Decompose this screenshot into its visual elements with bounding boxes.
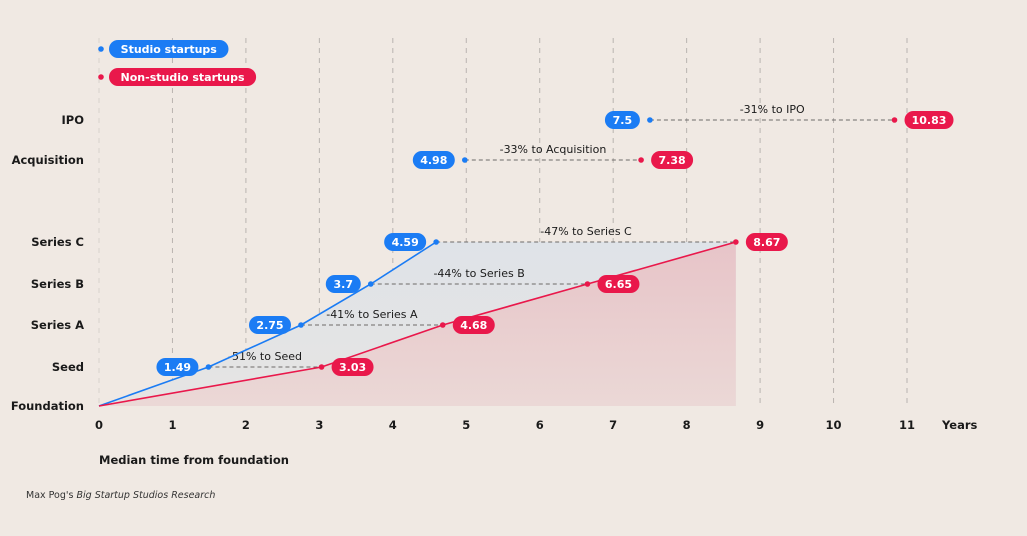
x-tick-label: 11 [899,418,915,432]
studio-value-label: 7.5 [613,114,633,127]
studio-value-pill [384,233,427,251]
studio-value-pill [412,151,455,169]
non-studio-point [638,157,644,163]
y-stage-label: Series A [31,318,84,332]
non-studio-value-label: 4.68 [460,319,487,332]
y-stage-label: Foundation [11,399,84,413]
legend-pill [109,40,229,58]
gap-annotation: -44% to Series B [433,267,524,280]
non-studio-value-label: 3.03 [339,361,366,374]
source-prefix: Max Pog's [26,490,76,501]
legend-pill [109,68,257,86]
non-studio-area [99,242,736,406]
x-tick-label: 3 [315,418,323,432]
non-studio-value-pill [904,111,954,129]
x-tick-label: 0 [95,418,103,432]
studio-value-pill [156,358,199,376]
x-tick-label: 4 [389,418,397,432]
non-studio-point [584,281,591,287]
non-studio-point [439,322,446,328]
non-studio-value-pill [597,275,640,293]
studio-value-pill [604,111,640,129]
y-stage-label: Series C [31,235,84,249]
studio-point [298,322,304,328]
studio-value-pill [325,275,361,293]
studio-point [647,117,653,123]
non-studio-point [733,239,739,245]
y-stage-label: Seed [52,360,84,374]
non-studio-value-pill [452,316,495,334]
studio-point [433,239,439,245]
x-tick-label: 5 [462,418,470,432]
x-tick-label: 1 [168,418,176,432]
studio-point [462,157,468,163]
x-tick-label: 8 [683,418,691,432]
studio-value-label: 1.49 [164,361,191,374]
non-studio-value-label: 6.65 [605,278,632,291]
studio-value-pill [249,316,291,334]
y-stage-label: Acquisition [12,153,84,167]
gap-annotation: -51% to Seed [228,350,302,363]
legend-label: Non-studio startups [121,71,245,84]
y-stage-label: Series B [31,277,84,291]
source-title: Big Startup Studios Research [76,490,215,501]
gap-annotation: -33% to Acquisition [500,143,607,156]
non-studio-value-label: 7.38 [659,154,686,167]
studio-value-label: 2.75 [256,319,283,332]
non-studio-point [318,364,325,370]
y-stage-label: IPO [62,113,85,127]
studio-value-label: 4.59 [392,236,419,249]
gap-annotation: -31% to IPO [740,103,805,116]
x-tick-label: 9 [756,418,764,432]
non-studio-point [891,117,898,123]
legend-label: Studio startups [121,43,218,56]
x-unit-label: Years [941,418,978,432]
non-studio-value-pill [651,151,694,169]
x-tick-label: 6 [536,418,544,432]
gap-annotation: -47% to Series C [540,225,632,238]
non-studio-value-label: 10.83 [912,114,947,127]
non-studio-value-pill [331,358,374,376]
studio-point [205,364,212,370]
non-studio-value-label: 8.67 [753,236,780,249]
legend-dot [98,74,104,80]
studio-point [367,281,374,287]
studio-value-label: 4.98 [420,154,447,167]
legend-dot [98,46,104,52]
non-studio-value-pill [745,233,788,251]
studio-value-label: 3.7 [334,278,354,291]
x-tick-label: 10 [826,418,842,432]
x-axis-title: Median time from foundation [99,453,289,467]
gap-annotation: -41% to Series A [326,308,418,321]
source-credit: Max Pog's Big Startup Studios Research [26,490,215,501]
x-tick-label: 7 [609,418,617,432]
x-tick-label: 2 [242,418,250,432]
